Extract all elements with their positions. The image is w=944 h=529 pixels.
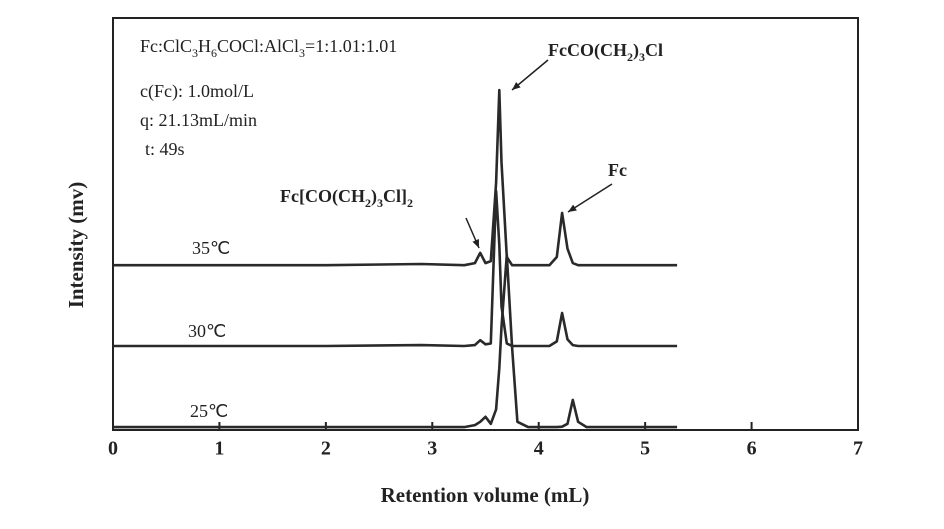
series-label: 35℃ [192,238,230,258]
annotation-text: =1:1.01:1.01 [305,36,397,56]
series-line [113,189,678,348]
annotation-subscript: 3 [192,46,198,60]
x-tick-label: 3 [427,438,437,460]
arrow-head [568,204,577,212]
annotation-subscript: 2 [627,50,633,64]
x-tick-label: 1 [214,438,224,460]
annotation-text: H [198,36,211,56]
annotation-subscript: 3 [299,46,305,60]
annotation-text: Fc:ClC [140,36,192,56]
series-line [113,253,678,429]
y-axis-label: Intensity (mv) [64,182,88,309]
annotation-subscript: 3 [639,50,645,64]
series-label: 25℃ [190,401,228,421]
x-axis-label: Retention volume (mL) [381,483,590,507]
annotation-text: Cl [645,40,663,60]
annotation: Fc[CO(CH2)3Cl]2 [280,186,413,210]
annotation-text: Cl] [383,186,407,206]
annotation-text: ) [633,40,639,61]
annotation-subscript: 6 [211,46,217,60]
annotation: FcCO(CH2)3Cl [548,40,663,64]
annotation-text: Fc[CO(CH [280,186,365,207]
annotation-text: ) [371,186,377,207]
arrow-head [512,82,521,90]
x-tick-label: 0 [108,438,118,460]
annotation-subscript: 2 [365,196,371,210]
arrow-line [567,183,613,213]
annotation-text: c(Fc): 1.0mol/L [140,81,254,102]
annotation: Fc:ClC3H6COCl:AlCl3=1:1.01:1.01 [140,36,397,60]
annotation-text: t: 49s [145,139,185,159]
arrow-head [472,239,479,248]
plot-frame [112,17,859,431]
series-label: 30℃ [188,321,226,341]
annotation: c(Fc): 1.0mol/L [140,81,254,102]
annotation: Fc [608,160,627,180]
annotation-subscript: 2 [407,196,413,210]
annotation-text: q: 21.13mL/min [140,110,257,130]
x-tick-label: 4 [534,438,544,460]
x-tick-label: 7 [853,438,863,460]
x-tick-label: 6 [747,438,757,460]
annotation-text: Fc [608,160,627,180]
annotation-subscript: 3 [377,196,383,210]
annotation: q: 21.13mL/min [140,110,257,130]
annotation-text: FcCO(CH [548,40,627,61]
annotation: t: 49s [145,139,185,159]
x-tick-label: 2 [321,438,331,460]
annotation-text: COCl:AlCl [217,36,299,56]
x-tick-label: 5 [640,438,650,460]
